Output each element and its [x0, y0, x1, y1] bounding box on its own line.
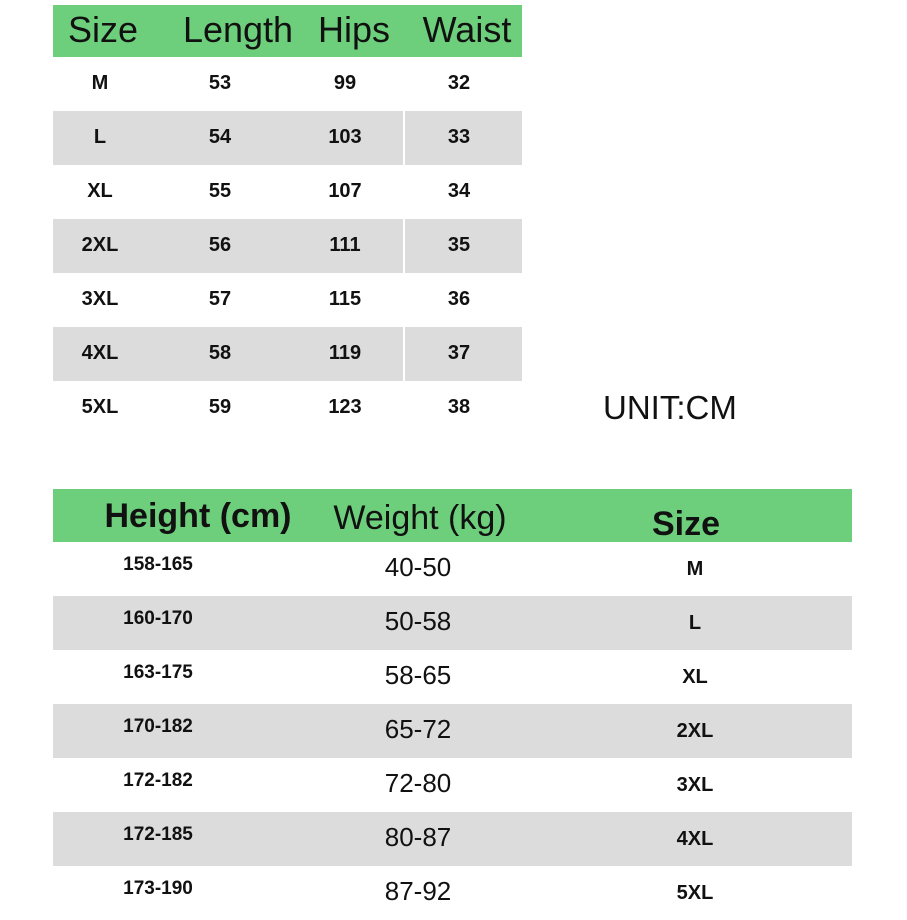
table-row: 163-175 58-65 XL — [53, 650, 852, 704]
table-cell: 115 — [328, 288, 362, 310]
table-cell: 170-182 — [123, 716, 193, 737]
table-cell: 3XL — [81, 288, 119, 310]
table-cell: 99 — [333, 72, 357, 94]
table-row: 158-165 40-50 M — [53, 542, 852, 596]
header-cell: Weight (kg) — [333, 499, 507, 537]
table-cell: 34 — [447, 180, 471, 202]
header-cell: Size — [651, 505, 721, 543]
table-cell: 172-185 — [123, 824, 193, 845]
table-cell: XL — [682, 666, 708, 688]
header-cell: Height (cm) — [104, 497, 292, 535]
table-cell: 32 — [447, 72, 471, 94]
table-row: 5XL 59 123 38 — [53, 381, 522, 435]
table-row: 173-190 87-92 5XL — [53, 866, 852, 920]
table-cell: 33 — [447, 126, 471, 148]
table-cell: 40-50 — [384, 552, 452, 582]
header-cell: Size — [67, 9, 139, 50]
table-row: 172-182 72-80 3XL — [53, 758, 852, 812]
table-cell: 2XL — [81, 234, 119, 256]
height-weight-size-table: Height (cm) Weight (kg) Size 158-165 40-50 M 1… — [53, 489, 852, 920]
table-cell: 5XL — [676, 882, 714, 904]
table-cell: L — [688, 612, 702, 634]
table-cell: 173-190 — [123, 878, 193, 899]
table-cell: M — [686, 558, 704, 580]
table-cell: 103 — [328, 126, 362, 148]
table-cell: 58-65 — [384, 660, 452, 690]
table-cell: 3XL — [676, 774, 714, 796]
table-cell: L — [93, 126, 107, 148]
table-cell: 38 — [447, 396, 471, 418]
table-cell: 5XL — [81, 396, 119, 418]
table-cell: 111 — [329, 234, 361, 256]
table-row: L 54 103 33 — [53, 111, 522, 165]
table-cell: 4XL — [81, 342, 119, 364]
table-cell: 50-58 — [384, 606, 452, 636]
table-header: Height (cm) Weight (kg) Size — [53, 489, 852, 543]
unit-label: UNIT:CM — [603, 389, 737, 426]
table-cell: 54 — [208, 126, 232, 148]
table-row: 4XL 58 119 37 — [53, 327, 522, 381]
table-cell: 55 — [208, 180, 232, 202]
table-cell: 123 — [328, 396, 362, 418]
table-cell: 58 — [208, 342, 232, 364]
table-cell: 59 — [208, 396, 232, 418]
table-cell: 4XL — [676, 828, 714, 850]
table-row: 2XL 56 111 35 — [53, 219, 522, 273]
table-cell: 172-182 — [123, 770, 193, 791]
table-cell: 158-165 — [123, 554, 193, 575]
table-cell: 65-72 — [384, 714, 452, 744]
table-cell: 36 — [447, 288, 471, 310]
table-cell: 37 — [447, 342, 471, 364]
table-row: XL 55 107 34 — [53, 165, 522, 219]
table-cell: 80-87 — [384, 822, 452, 852]
table-cell: 57 — [208, 288, 232, 310]
table-header: Size Length Hips Waist — [53, 5, 522, 57]
table-cell: 107 — [328, 180, 362, 202]
table-cell: 119 — [328, 342, 362, 364]
table-cell: 2XL — [676, 720, 714, 742]
garment-size-table: Size Length Hips Waist M 53 99 32 L 54 103 33 XL 55 10… — [53, 5, 522, 435]
table-cell: 35 — [447, 234, 471, 256]
table-cell: 163-175 — [123, 662, 193, 683]
table-row: 160-170 50-58 L — [53, 596, 852, 650]
table-cell: M — [91, 72, 109, 94]
table-row: 172-185 80-87 4XL — [53, 812, 852, 866]
table-row: M 53 99 32 — [53, 57, 522, 111]
header-cell: Length — [182, 9, 294, 50]
header-cell: Hips — [317, 9, 391, 50]
table-cell: 53 — [208, 72, 232, 94]
header-cell: Waist — [422, 9, 512, 50]
table-row: 170-182 65-72 2XL — [53, 704, 852, 758]
table-cell: XL — [87, 180, 113, 202]
table-cell: 72-80 — [384, 768, 452, 798]
table-cell: 56 — [208, 234, 232, 256]
table-cell: 87-92 — [384, 876, 452, 906]
table-cell: 160-170 — [123, 608, 193, 629]
table-row: 3XL 57 115 36 — [53, 273, 522, 327]
